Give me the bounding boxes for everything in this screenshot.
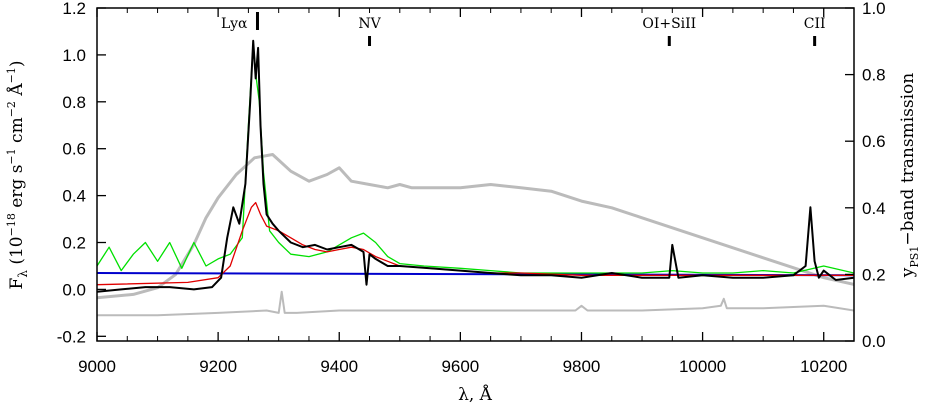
series-observed-line — [97, 39, 854, 293]
y-left-tick-label: 0.6 — [62, 140, 86, 159]
series-filter-line — [97, 153, 854, 300]
series-template-line — [97, 42, 854, 274]
y-left-tick-label: 0.4 — [62, 187, 86, 206]
y-axis-title-left: Fλ (10−18 erg s−1 cm−2 Å−1) — [5, 61, 30, 290]
y-right-tick-label: 1.0 — [862, 0, 886, 18]
x-tick-label: 9400 — [320, 357, 358, 376]
line-marker-label: NV — [358, 16, 381, 32]
x-tick-label: 9600 — [441, 357, 479, 376]
y-left-tick-label: 1.0 — [62, 46, 86, 65]
line-marker-label: CII — [804, 16, 826, 32]
y-right-tick-label: 0.6 — [862, 132, 886, 151]
x-tick-label: 9000 — [78, 357, 116, 376]
series-noise-line — [97, 290, 854, 317]
y-right-tick-label: 0.2 — [862, 265, 886, 284]
axis-ticks: 9000 9200 9400 9600 9800 10000 10200 -0.2 0.0 0.2… — [57, 0, 886, 376]
x-tick-label: 9200 — [199, 357, 237, 376]
y-axis-title-right: yPS1−band transmission — [898, 73, 921, 278]
y-left-tick-label: 0.8 — [62, 93, 86, 112]
x-tick-label: 9800 — [563, 357, 601, 376]
y-right-tick-label: 0.4 — [862, 199, 886, 218]
y-left-tick-label: 1.2 — [62, 0, 86, 18]
y-left-tick-label: 0.0 — [62, 280, 86, 299]
line-marker-label: Lyα — [221, 16, 248, 32]
plot-area — [97, 39, 854, 317]
line-marker-label: OI+SiII — [642, 16, 696, 32]
x-tick-label: 10200 — [800, 357, 847, 376]
emission-line-markers: Lyα NV OI+SiII CII — [221, 12, 826, 46]
y-right-tick-label: 0.0 — [862, 332, 886, 351]
x-tick-label: 10000 — [679, 357, 726, 376]
y-left-tick-label: 0.2 — [62, 234, 86, 253]
x-axis-title: λ, Å — [458, 384, 493, 405]
y-left-tick-label: -0.2 — [57, 327, 86, 346]
y-right-tick-label: 0.8 — [862, 66, 886, 85]
plot-frame — [96, 7, 855, 342]
